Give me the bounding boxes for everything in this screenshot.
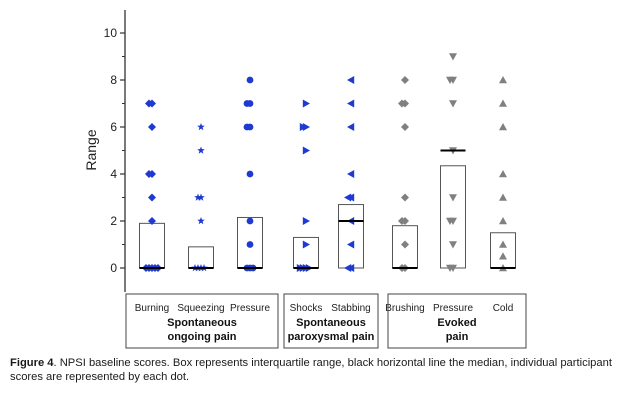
data-point — [197, 193, 205, 201]
group-box — [283, 293, 379, 349]
data-point — [499, 123, 507, 131]
data-point — [347, 99, 355, 108]
category-label: Squeezing — [177, 303, 224, 314]
y-tick-label: 8 — [110, 73, 117, 87]
data-point — [246, 170, 254, 178]
data-point — [243, 123, 251, 131]
group-label-line2: paroxysmal pain — [288, 331, 375, 343]
data-point — [347, 170, 355, 178]
group-label-line2: pain — [446, 331, 469, 343]
group-label-line1: Spontaneous — [167, 317, 237, 329]
data-point — [148, 193, 156, 202]
category-label: Pressure — [433, 303, 473, 314]
chart: 0 2 4 6 8 10 Range Burning Squeezing Pressure Shoc… — [83, 10, 527, 349]
iqr-box — [293, 236, 319, 269]
data-point — [243, 100, 251, 107]
data-point — [401, 193, 409, 202]
data-point — [446, 264, 454, 272]
group-box — [125, 293, 279, 349]
data-point — [344, 193, 352, 202]
group-label-line1: Spontaneous — [296, 317, 366, 329]
data-point — [148, 123, 156, 131]
group-label-line1: Evoked — [437, 317, 476, 329]
data-point — [246, 217, 254, 225]
y-tick-label: 6 — [110, 120, 117, 134]
data-point — [246, 76, 254, 84]
data-point — [401, 240, 409, 249]
y-axis-label: Range — [83, 129, 99, 170]
caption-label: Figure 4 — [10, 357, 54, 369]
category-label: Stabbing — [331, 303, 370, 314]
category-label: Brushing — [385, 303, 424, 314]
data-point — [499, 193, 507, 201]
data-point — [398, 217, 406, 225]
data-point — [446, 76, 454, 84]
data-point — [302, 146, 310, 155]
y-tick-label: 10 — [104, 26, 118, 40]
data-point — [302, 99, 310, 108]
data-point — [347, 240, 355, 249]
category-label: Burning — [135, 303, 169, 314]
data-point — [499, 252, 507, 260]
figure-caption: Figure 4. NPSI baseline scores. Box repr… — [10, 356, 615, 384]
data-point — [499, 99, 507, 107]
y-tick-label: 4 — [110, 167, 117, 181]
data-point — [499, 240, 507, 248]
data-point — [401, 76, 409, 84]
group-label-line2: ongoing pain — [167, 331, 236, 343]
data-point — [197, 217, 205, 225]
data-point — [347, 76, 355, 84]
category-label: Cold — [493, 303, 514, 314]
caption-text: . NPSI baseline scores. Box represents i… — [10, 357, 612, 383]
iqr-box — [490, 232, 516, 269]
data-point — [197, 123, 205, 131]
data-point — [499, 170, 507, 178]
data-point — [194, 193, 202, 201]
y-tick-label: 0 — [110, 261, 117, 275]
data-point — [499, 217, 507, 225]
data-point — [449, 241, 457, 249]
data-point — [145, 170, 153, 178]
data-point — [449, 100, 457, 108]
data-point — [449, 53, 457, 61]
data-point — [398, 99, 406, 108]
data-point — [347, 123, 355, 131]
data-point — [197, 146, 205, 154]
data-point — [302, 240, 310, 249]
data-point — [499, 76, 507, 84]
data-point — [246, 241, 254, 248]
category-label: Pressure — [230, 303, 270, 314]
iqr-box — [338, 204, 364, 269]
data-point — [145, 99, 153, 108]
category-label: Shocks — [290, 303, 323, 314]
iqr-box — [139, 222, 165, 269]
data-point — [299, 123, 307, 131]
iqr-box — [440, 165, 466, 269]
data-point — [344, 264, 352, 272]
group-box — [387, 293, 527, 349]
data-point — [446, 217, 454, 225]
y-tick-label: 2 — [110, 214, 117, 228]
data-point — [449, 194, 457, 202]
data-point — [148, 217, 156, 225]
data-point — [401, 123, 409, 131]
data-point — [302, 217, 310, 225]
